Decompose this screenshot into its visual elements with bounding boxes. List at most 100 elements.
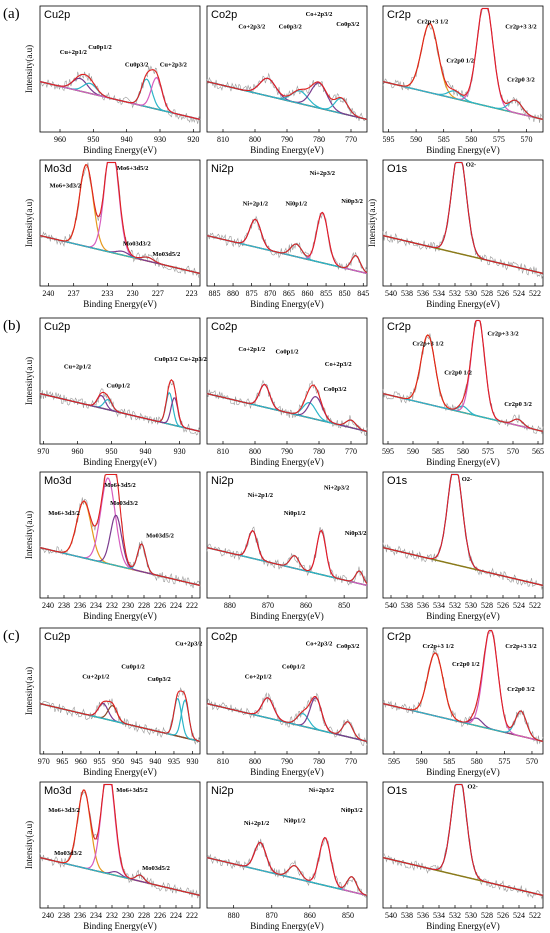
x-tick-label: 580 xyxy=(471,757,483,766)
x-tick-label: 935 xyxy=(168,757,180,766)
raw-data xyxy=(206,379,368,436)
x-axis-label: Binding Energy(eV) xyxy=(426,457,500,467)
x-tick-label: 770 xyxy=(345,447,357,456)
peak-label: Ni0p3/2 xyxy=(341,198,363,205)
peak-label: Co0p1/2 xyxy=(282,663,305,670)
x-tick-label: 538 xyxy=(401,289,413,298)
fit-envelope xyxy=(39,69,201,120)
x-tick-label: 950 xyxy=(112,757,124,766)
x-axis-label: Binding Energy(eV) xyxy=(250,921,324,931)
peak-label: O2- xyxy=(467,783,477,790)
panel-title: Ni2p xyxy=(211,475,234,487)
x-tick-label: 530 xyxy=(465,601,477,610)
raw-data xyxy=(39,65,201,124)
x-tick-label: 540 xyxy=(385,289,397,298)
fit-envelope xyxy=(39,690,201,742)
x-tick-label: 240 xyxy=(42,289,54,298)
x-tick-label: 790 xyxy=(281,447,293,456)
x-tick-label: 528 xyxy=(481,911,493,920)
panel-title: Cr2p xyxy=(387,321,411,333)
x-tick-label: 530 xyxy=(465,289,477,298)
peak-label: Mo03d5/2 xyxy=(152,251,180,258)
x-tick-label: 532 xyxy=(449,289,461,298)
plot-frame xyxy=(206,5,368,133)
peak-label: Cu0p3/2 xyxy=(125,61,148,68)
x-tick-label: 810 xyxy=(217,757,229,766)
x-tick-label: 226 xyxy=(154,601,166,610)
x-tick-label: 230 xyxy=(127,289,139,298)
x-tick-label: 970 xyxy=(37,447,49,456)
x-tick-label: 850 xyxy=(338,601,350,610)
x-axis-label: Binding Energy(eV) xyxy=(83,611,157,621)
x-tick-label: 940 xyxy=(140,447,152,456)
peak-label: Mo03d5/2 xyxy=(142,865,170,872)
panel-title: Co2p xyxy=(211,9,237,21)
fit-envelope xyxy=(382,161,544,274)
x-axis-label: Binding Energy(eV) xyxy=(250,767,324,777)
x-tick-label: 224 xyxy=(170,601,182,610)
x-tick-label: 945 xyxy=(131,757,143,766)
peak-label: Cu+2p1/2 xyxy=(64,363,91,370)
x-tick-label: 800 xyxy=(249,757,261,766)
peak-label: Ni0p3/2 xyxy=(341,807,363,814)
x-tick-label: 595 xyxy=(383,135,395,144)
peak-label: Co+2p1/2 xyxy=(238,346,265,353)
x-tick-label: 940 xyxy=(121,135,133,144)
group-label-a: (a) xyxy=(3,6,20,22)
peak-label: Mo03d5/2 xyxy=(146,533,174,540)
y-axis-label: Intensity(a.u) xyxy=(24,357,34,405)
x-tick-label: 524 xyxy=(513,289,525,298)
x-tick-label: 222 xyxy=(186,601,198,610)
x-tick-label: 845 xyxy=(357,289,369,298)
x-tick-label: 790 xyxy=(281,135,293,144)
fit-envelope xyxy=(39,473,201,586)
x-tick-label: 940 xyxy=(149,757,161,766)
peak-label: Co+2p3/2 xyxy=(306,641,333,648)
x-tick-label: 880 xyxy=(228,911,240,920)
panel-title: Cu2p xyxy=(44,321,70,333)
panel-title: Mo3d xyxy=(44,163,72,175)
fit-envelope xyxy=(39,379,201,432)
x-tick-label: 240 xyxy=(42,601,54,610)
peak-label: Cr2p0 3/2 xyxy=(507,686,535,693)
x-tick-label: 534 xyxy=(433,601,445,610)
x-tick-label: 536 xyxy=(417,289,429,298)
x-tick-label: 227 xyxy=(152,289,164,298)
peak-label: Mo03d3/2 xyxy=(54,850,82,857)
x-tick-label: 870 xyxy=(262,601,274,610)
raw-data xyxy=(206,837,368,898)
x-axis-label: Binding Energy(eV) xyxy=(83,767,157,777)
plot-frame xyxy=(39,627,201,755)
x-tick-label: 585 xyxy=(443,757,455,766)
x-tick-label: 930 xyxy=(187,757,199,766)
x-tick-label: 534 xyxy=(433,911,445,920)
x-axis-label: Binding Energy(eV) xyxy=(83,921,157,931)
peak-label: Cr2p0 3/2 xyxy=(507,77,535,84)
x-tick-label: 575 xyxy=(493,135,505,144)
peak-label: Ni+2p1/2 xyxy=(243,200,268,207)
peak-label: Cr2p0 1/2 xyxy=(452,661,480,668)
x-tick-label: 570 xyxy=(507,447,519,456)
fit-envelope xyxy=(382,7,544,120)
x-tick-label: 580 xyxy=(457,447,469,456)
x-tick-label: 960 xyxy=(54,135,66,144)
fit-envelope xyxy=(206,529,368,585)
peak-label: O2- xyxy=(462,476,472,483)
fit-envelope xyxy=(39,161,201,274)
x-tick-label: 770 xyxy=(345,135,357,144)
peak-label: Cu0p1/2 xyxy=(107,382,130,389)
y-axis-label: Intensity(a.u) xyxy=(24,45,34,93)
panel-title: Co2p xyxy=(211,321,237,333)
x-tick-label: 850 xyxy=(339,289,351,298)
x-tick-label: 538 xyxy=(401,601,413,610)
plot-frame xyxy=(206,471,368,599)
plot-frame xyxy=(39,471,201,599)
x-tick-label: 595 xyxy=(388,757,400,766)
x-tick-label: 530 xyxy=(465,911,477,920)
peak-label: Cu+2p3/2 xyxy=(175,641,202,648)
x-tick-label: 238 xyxy=(58,601,70,610)
peak-label: Co0p1/2 xyxy=(275,348,298,355)
x-tick-label: 565 xyxy=(532,447,544,456)
fit-envelope xyxy=(206,211,368,274)
